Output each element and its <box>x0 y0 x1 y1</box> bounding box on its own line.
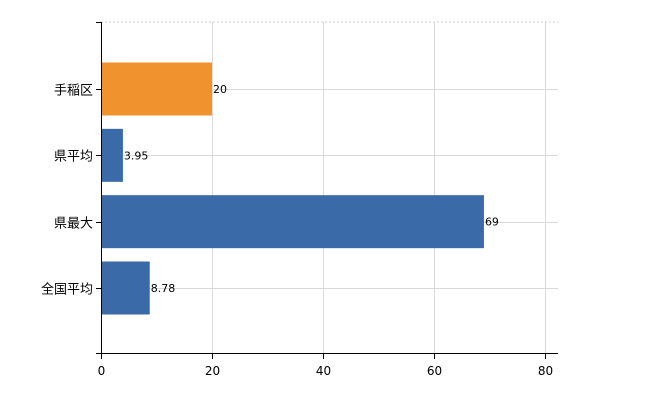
x-tick-label: 60 <box>427 364 442 378</box>
x-tick-label: 80 <box>538 364 553 378</box>
x-tick-label: 0 <box>98 364 106 378</box>
bar <box>101 195 484 249</box>
x-tick-label: 40 <box>316 364 331 378</box>
data-label: 3.95 <box>124 149 149 162</box>
y-tick-label: 県最大 <box>54 217 93 232</box>
y-tick-label: 県平均 <box>54 150 93 165</box>
bars <box>101 62 484 315</box>
data-label: 20 <box>213 83 227 96</box>
data-label: 8.78 <box>151 282 176 295</box>
bar <box>101 261 150 315</box>
x-tick-label: 20 <box>205 364 220 378</box>
bar <box>101 62 212 116</box>
y-tick-label: 全国平均 <box>41 282 93 298</box>
data-label: 69 <box>485 216 499 229</box>
bar <box>101 128 123 182</box>
y-tick-label: 手稲区 <box>54 84 93 99</box>
data-labels: 20 3.95 69 8.78 <box>124 83 499 295</box>
